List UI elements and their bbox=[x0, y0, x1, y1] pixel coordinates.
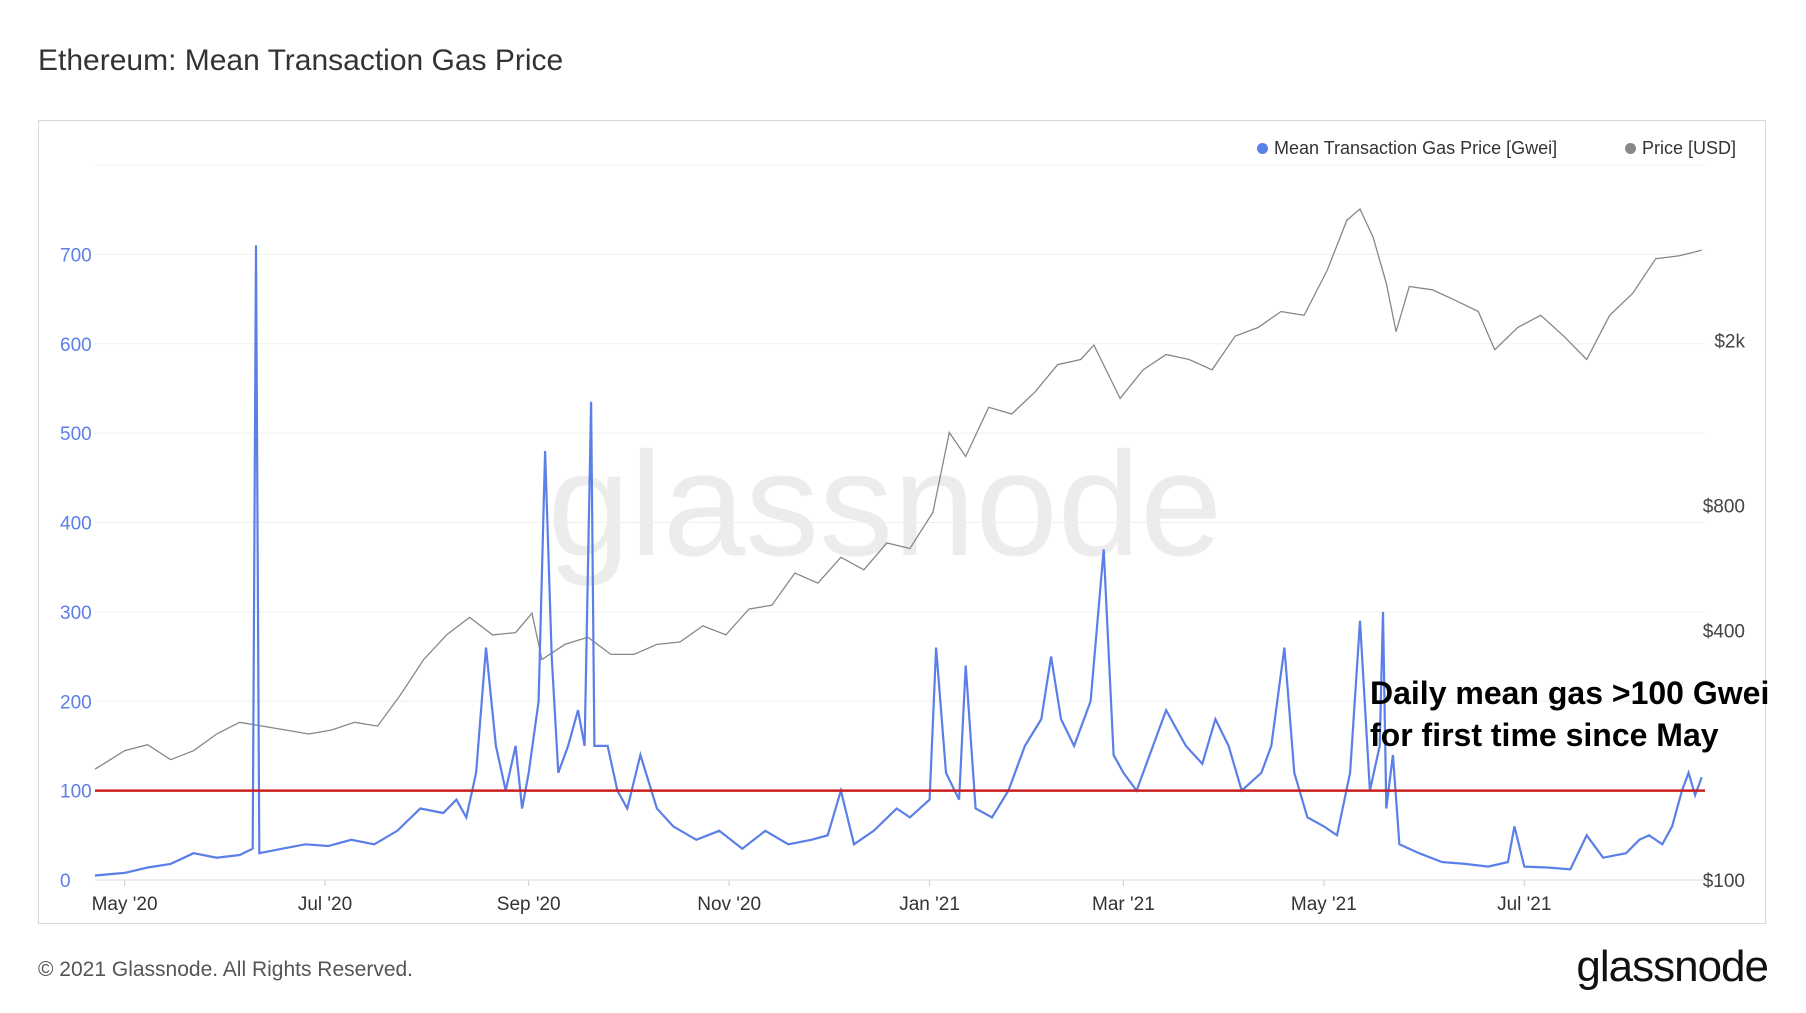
price-series-line bbox=[94, 207, 1702, 770]
x-axis-labels: May '20 Jul '20 Sep '20 Nov '20 Jan '21 Mar '… bbox=[92, 879, 1705, 915]
left-axis-labels: 0 100 200 300 400 500 600 700 bbox=[60, 245, 92, 892]
x-axis-tick-label: Sep '20 bbox=[497, 894, 561, 915]
right-axis-tick-label: $100 bbox=[1703, 871, 1745, 892]
left-axis-tick-label: 100 bbox=[60, 782, 92, 803]
legend-price[interactable]: Price [USD] bbox=[1625, 138, 1736, 159]
chart-frame bbox=[38, 120, 1766, 924]
legend-price-label: Price [USD] bbox=[1642, 138, 1737, 158]
x-axis-tick-label: May '20 bbox=[92, 894, 158, 915]
x-axis-tick-label: Jul '20 bbox=[298, 894, 352, 915]
x-axis-tick-label: Mar '21 bbox=[1092, 894, 1155, 915]
annotation-line-1: Daily mean gas >100 Gwei bbox=[1370, 675, 1769, 711]
left-axis-tick-label: 0 bbox=[60, 871, 71, 892]
left-axis-tick-label: 500 bbox=[60, 424, 92, 445]
x-axis-tick-label: Jan '21 bbox=[899, 894, 960, 915]
legend-price-dot bbox=[1625, 143, 1636, 154]
x-axis-tick-label: May '21 bbox=[1291, 894, 1357, 915]
left-axis-tick-label: 200 bbox=[60, 692, 92, 713]
left-axis-tick-label: 700 bbox=[60, 245, 92, 266]
copyright-footer: © 2021 Glassnode. All Rights Reserved. bbox=[38, 958, 414, 981]
left-axis-tick-label: 300 bbox=[60, 603, 92, 624]
watermark: glassnode bbox=[548, 422, 1223, 587]
legend-gas[interactable]: Mean Transaction Gas Price [Gwei] bbox=[1257, 138, 1557, 159]
annotation-line-2: for first time since May bbox=[1370, 717, 1719, 753]
right-axis-tick-label: $800 bbox=[1703, 497, 1745, 518]
legend-gas-dot bbox=[1257, 143, 1268, 154]
right-axis-labels: $100 $400 $800 $2k bbox=[1703, 332, 1746, 892]
right-axis-tick-label: $2k bbox=[1714, 332, 1745, 353]
gas-series-line bbox=[94, 245, 1703, 877]
left-axis-tick-label: 400 bbox=[60, 514, 92, 535]
brand-logo: glassnode bbox=[1576, 942, 1769, 991]
x-axis-tick-label: Jul '21 bbox=[1497, 894, 1551, 915]
left-axis-tick-label: 600 bbox=[60, 335, 92, 356]
right-axis-tick-label: $400 bbox=[1703, 621, 1745, 642]
chart-title: Ethereum: Mean Transaction Gas Price bbox=[38, 44, 564, 77]
legend-gas-label: Mean Transaction Gas Price [Gwei] bbox=[1274, 138, 1558, 158]
x-axis-tick-label: Nov '20 bbox=[697, 894, 761, 915]
grid-lines bbox=[95, 164, 1705, 881]
